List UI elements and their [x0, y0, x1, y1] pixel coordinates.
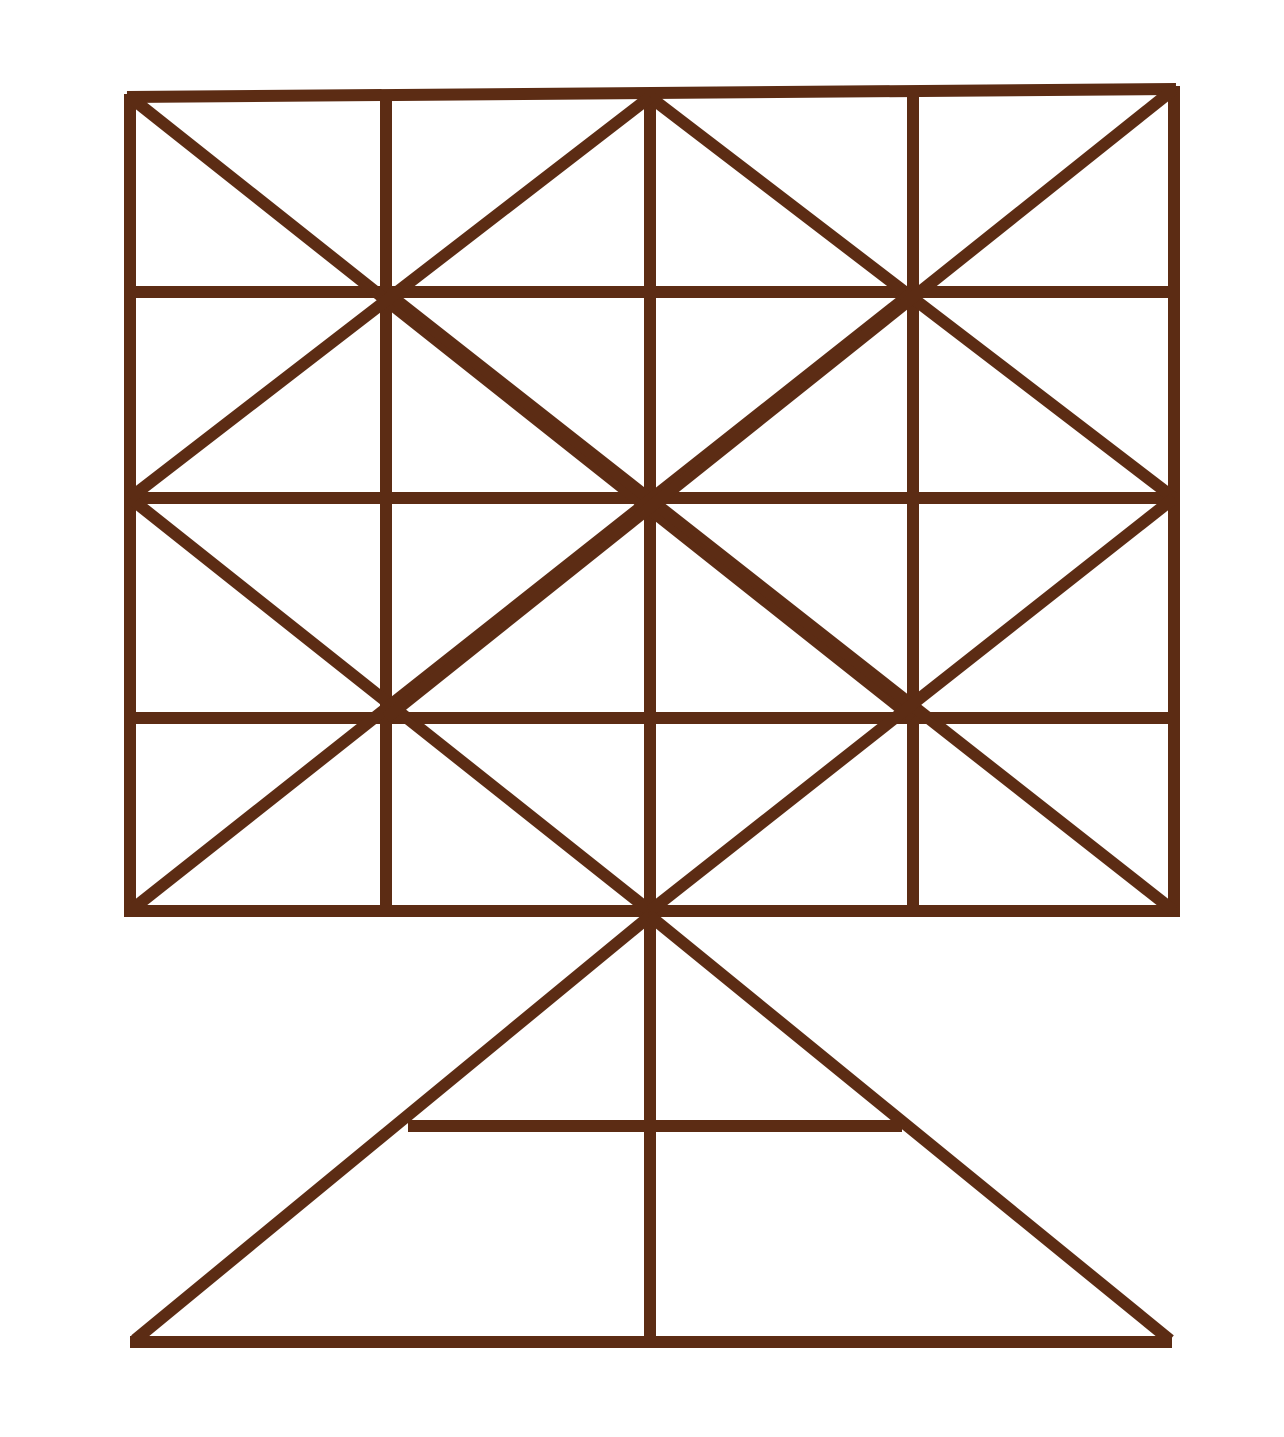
- diagonal-b: [382, 287, 1178, 916]
- diagonal-a: [126, 92, 917, 723]
- figure-lines: [124, 83, 1180, 1348]
- stand-right-leg: [646, 911, 1174, 1345]
- stand-left-leg: [131, 911, 654, 1345]
- diagonal-g: [126, 92, 654, 503]
- diagonal-f: [382, 84, 1178, 723]
- outer-rect-top: [126, 83, 1177, 103]
- diagonal-h: [646, 493, 1178, 916]
